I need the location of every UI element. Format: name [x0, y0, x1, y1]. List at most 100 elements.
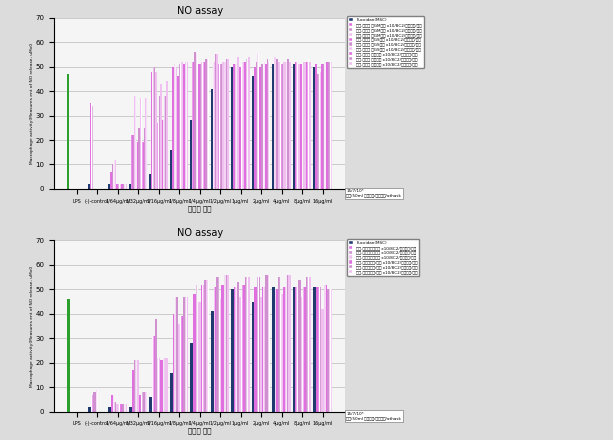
Bar: [301, 297, 303, 412]
Bar: [272, 287, 275, 412]
Bar: [287, 59, 289, 189]
Bar: [246, 59, 248, 189]
Bar: [256, 62, 257, 189]
Bar: [257, 277, 260, 412]
Bar: [263, 62, 265, 189]
Bar: [164, 96, 166, 189]
Bar: [254, 287, 257, 412]
Bar: [254, 66, 256, 189]
Bar: [231, 290, 234, 412]
Bar: [289, 62, 291, 189]
Bar: [180, 316, 183, 412]
Bar: [262, 287, 265, 412]
Title: NO assay: NO assay: [177, 6, 223, 15]
Bar: [145, 99, 147, 189]
Bar: [134, 96, 136, 189]
Bar: [119, 404, 121, 412]
Bar: [252, 302, 254, 412]
Bar: [321, 64, 322, 189]
Bar: [326, 62, 328, 189]
Bar: [196, 285, 198, 412]
Bar: [268, 62, 270, 189]
Bar: [132, 370, 134, 412]
Bar: [109, 407, 111, 412]
Bar: [110, 172, 112, 189]
Bar: [192, 62, 194, 189]
Bar: [237, 57, 238, 189]
Bar: [237, 282, 239, 412]
Bar: [143, 128, 145, 189]
Bar: [231, 66, 233, 189]
Bar: [242, 62, 244, 189]
Bar: [245, 277, 247, 412]
Bar: [298, 280, 301, 412]
Bar: [259, 66, 261, 189]
Bar: [191, 121, 192, 189]
Bar: [124, 404, 127, 412]
Bar: [278, 277, 280, 412]
Bar: [183, 297, 186, 412]
Bar: [313, 66, 315, 189]
Bar: [151, 72, 153, 189]
Bar: [280, 294, 283, 412]
Bar: [265, 275, 268, 412]
Bar: [198, 64, 200, 189]
Bar: [267, 59, 268, 189]
Bar: [172, 66, 173, 189]
Bar: [121, 404, 124, 412]
Bar: [162, 121, 164, 189]
Bar: [109, 184, 110, 189]
Bar: [186, 62, 188, 189]
Bar: [114, 160, 116, 189]
Bar: [218, 64, 220, 189]
Bar: [313, 287, 316, 412]
Y-axis label: Macrophage activity(Measures ent of NO release, uMx0: Macrophage activity(Measures ent of NO r…: [30, 43, 34, 164]
Bar: [272, 64, 274, 189]
Bar: [131, 135, 132, 189]
Bar: [88, 407, 91, 412]
Bar: [112, 165, 114, 189]
Bar: [288, 275, 291, 412]
Bar: [194, 52, 196, 189]
Bar: [175, 297, 178, 412]
Bar: [309, 277, 311, 412]
Bar: [274, 57, 276, 189]
Bar: [276, 59, 278, 189]
Bar: [96, 390, 99, 412]
Bar: [295, 62, 297, 189]
Bar: [330, 62, 332, 189]
Bar: [152, 336, 154, 412]
Bar: [286, 275, 288, 412]
Bar: [159, 96, 161, 189]
Bar: [179, 64, 181, 189]
Bar: [306, 277, 309, 412]
Bar: [248, 57, 250, 189]
Legend: Fucoidan(MSC), 대두-서북과 산GM세맴 x10/8C2/셔기진당/배양, 대두-서북과 산GM세맴 x10/8C2/셔기진당/배양, 대두-서북: Fucoidan(MSC), 대두-서북과 산GM세맴 x10/8C2/셔기진당…: [347, 16, 424, 68]
Bar: [170, 373, 172, 412]
Bar: [178, 324, 180, 412]
Bar: [160, 360, 162, 412]
Bar: [157, 123, 159, 189]
Bar: [161, 84, 162, 189]
Bar: [316, 287, 319, 412]
Bar: [145, 392, 147, 412]
Bar: [150, 397, 152, 412]
Bar: [67, 74, 69, 189]
Bar: [227, 59, 229, 189]
Bar: [238, 66, 240, 189]
Bar: [165, 358, 168, 412]
Bar: [219, 299, 221, 412]
Bar: [293, 287, 295, 412]
Bar: [121, 184, 123, 189]
Bar: [215, 55, 216, 189]
Bar: [260, 297, 262, 412]
Bar: [120, 184, 121, 189]
Bar: [321, 309, 324, 412]
Bar: [125, 184, 127, 189]
Bar: [116, 184, 118, 189]
Bar: [166, 81, 168, 189]
Bar: [283, 62, 285, 189]
Bar: [205, 59, 207, 189]
Bar: [162, 358, 165, 412]
Bar: [227, 275, 229, 412]
